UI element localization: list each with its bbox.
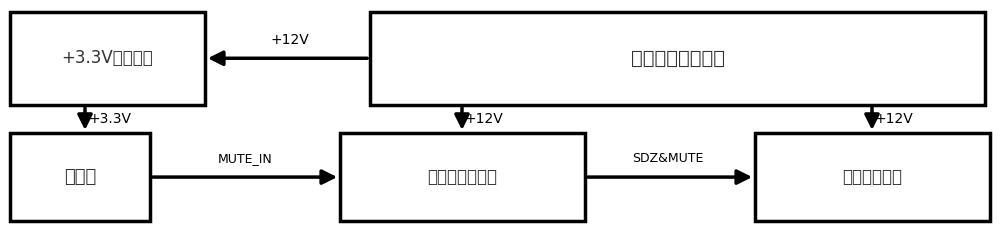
Text: 处理器: 处理器 <box>64 168 96 186</box>
Text: +12V: +12V <box>875 112 914 126</box>
Text: SDZ&MUTE: SDZ&MUTE <box>632 152 704 165</box>
FancyBboxPatch shape <box>340 133 585 221</box>
Text: +12V: +12V <box>465 112 504 126</box>
Text: MUTE_IN: MUTE_IN <box>218 152 272 165</box>
Text: 开关电源输入电路: 开关电源输入电路 <box>631 49 724 68</box>
Text: 音频功放电路: 音频功放电路 <box>842 168 902 186</box>
FancyBboxPatch shape <box>10 133 150 221</box>
Text: 消除冲击声电路: 消除冲击声电路 <box>428 168 498 186</box>
Text: +3.3V稳压电路: +3.3V稳压电路 <box>62 49 153 67</box>
Text: +3.3V: +3.3V <box>88 112 131 126</box>
Text: +12V: +12V <box>271 33 309 47</box>
FancyBboxPatch shape <box>370 12 985 105</box>
FancyBboxPatch shape <box>755 133 990 221</box>
FancyBboxPatch shape <box>10 12 205 105</box>
